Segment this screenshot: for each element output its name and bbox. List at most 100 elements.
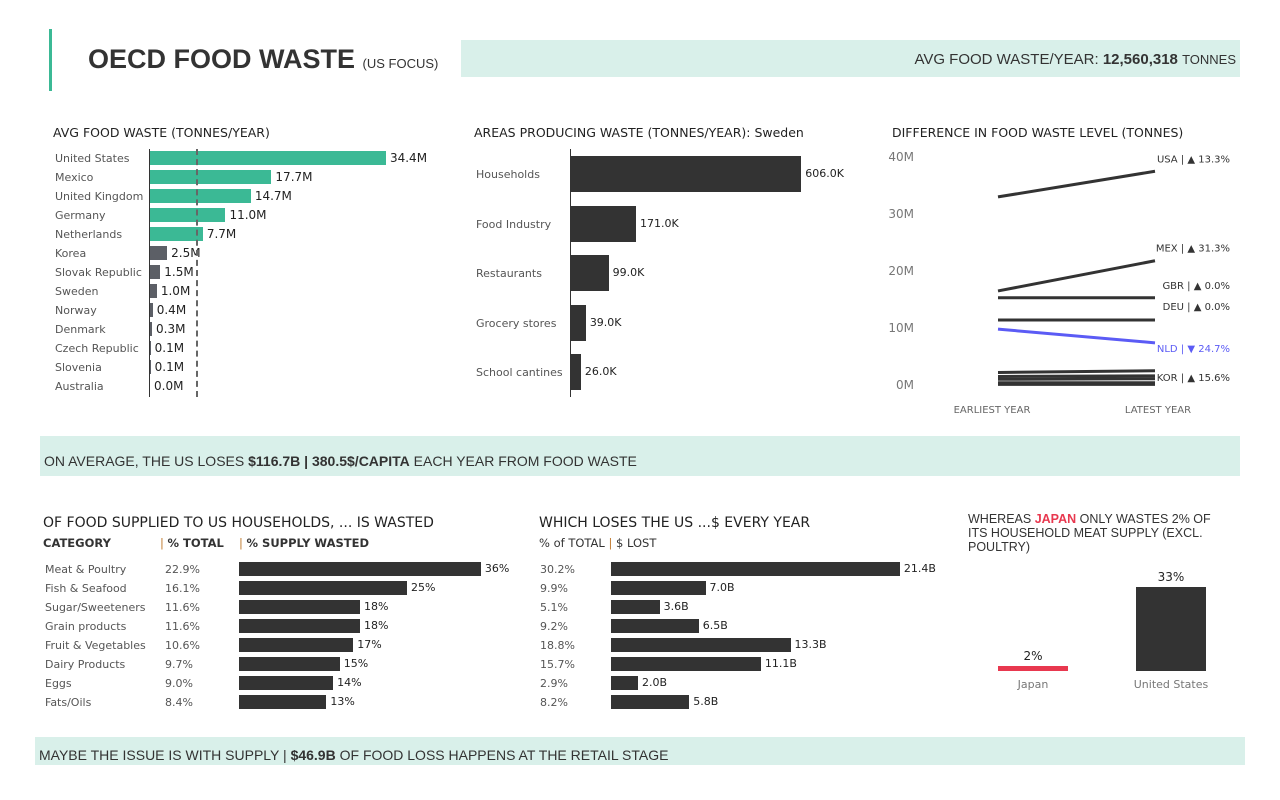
supply-bar <box>239 600 360 614</box>
series-label: USA | ▲ 13.3% <box>1157 154 1230 165</box>
supply-bar <box>239 657 340 671</box>
loss-total: 9.9% <box>540 582 568 595</box>
bar-label: United States <box>1133 678 1209 691</box>
loss-value: 21.4B <box>903 562 936 575</box>
area-label: Food Industry <box>476 217 552 231</box>
country-bar <box>150 227 203 241</box>
loss-bar <box>611 695 690 709</box>
country-bar <box>1136 586 1206 671</box>
country-bar <box>150 151 386 165</box>
x-category-label: EARLIEST YEAR <box>954 405 1031 416</box>
col-total: | % TOTAL <box>160 536 224 550</box>
supply-value: 36% <box>484 562 510 575</box>
loss-bar <box>611 657 761 671</box>
loss-value: 11.1B <box>764 657 797 670</box>
loss-bar <box>611 619 699 633</box>
title-accent-bar <box>49 29 52 91</box>
category-label: Fish & Seafood <box>45 582 127 595</box>
country-label: Germany <box>55 209 106 222</box>
category-total: 16.1% <box>165 582 200 595</box>
country-bar <box>150 360 151 374</box>
supply-bar <box>239 676 334 690</box>
series-label: MEX | ▲ 31.3% <box>1156 244 1230 255</box>
col-lost: $ LOST <box>616 536 657 550</box>
country-value: 0.1M <box>154 341 185 355</box>
page-title: OECD FOOD WASTE (US FOCUS) <box>88 44 438 75</box>
country-label: Netherlands <box>55 228 123 241</box>
area-value: 39.0K <box>589 315 622 329</box>
country-bar <box>150 246 168 260</box>
loss-total: 8.2% <box>540 696 568 709</box>
col-supply-wasted: | % SUPPLY WASTED <box>239 536 369 550</box>
series-line-mex <box>997 259 1156 293</box>
area-label: Households <box>476 168 540 181</box>
avg-waste-title: AVG FOOD WASTE (TONNES/YEAR) <box>53 125 270 140</box>
bar-value: 2% <box>1023 648 1043 663</box>
category-label: Grain products <box>45 620 127 633</box>
loss-value: 7.0B <box>709 581 735 594</box>
loss-bar <box>611 600 660 614</box>
country-value: 17.7M <box>275 170 313 184</box>
title-text: OECD FOOD WASTE <box>88 44 356 74</box>
kpi-value: 12,560,318 <box>1102 51 1178 68</box>
supply-value: 25% <box>411 581 436 594</box>
country-bar <box>150 265 161 279</box>
band1-pre: ON AVERAGE, THE US LOSES <box>44 453 249 469</box>
col-supply-text: % SUPPLY WASTED <box>246 536 369 550</box>
band1-post: EACH YEAR FROM FOOD WASTE <box>409 453 637 469</box>
loss-title: WHICH LOSES THE US ...$ EVERY YEAR <box>539 515 811 531</box>
series-label: KOR | ▲ 15.6% <box>1157 373 1230 384</box>
country-label: Mexico <box>55 171 94 184</box>
country-value: 7.7M <box>206 227 237 241</box>
band1-total: $116.7B <box>248 453 301 469</box>
areas-title: AREAS PRODUCING WASTE (TONNES/YEAR): Swe… <box>474 125 804 140</box>
supply-bar <box>239 581 407 595</box>
category-total: 8.4% <box>165 696 193 709</box>
loss-total: 15.7% <box>540 658 575 671</box>
bar-label: Japan <box>1017 678 1049 691</box>
band2-value: $46.9B <box>290 747 336 763</box>
col-total-text: % TOTAL <box>167 536 224 550</box>
avg-axis <box>149 149 150 397</box>
loss-value: 3.6B <box>663 600 689 613</box>
country-value: 34.4M <box>389 151 428 165</box>
band2-pre: MAYBE THE ISSUE IS WITH SUPPLY | <box>39 747 291 763</box>
country-value: 0.1M <box>154 360 185 374</box>
country-label: United States <box>55 152 130 165</box>
y-tick-label: 10M <box>888 321 914 335</box>
bar-value: 33% <box>1157 569 1185 584</box>
y-tick-label: 20M <box>888 264 914 278</box>
loss-value: 13.3B <box>794 638 827 651</box>
loss-total: 30.2% <box>540 563 575 576</box>
area-value: 171.0K <box>639 216 679 230</box>
country-bar <box>150 189 251 203</box>
band1-sep: | <box>300 453 312 469</box>
area-value: 26.0K <box>584 365 617 378</box>
loss-value: 6.5B <box>702 619 728 632</box>
country-value: 2.5M <box>171 246 201 260</box>
country-value: 11.0M <box>229 208 267 222</box>
country-bar <box>150 322 153 336</box>
country-bar <box>150 303 153 317</box>
supply-bar <box>239 695 327 709</box>
area-value: 606.0K <box>805 167 844 180</box>
loss-bar <box>611 581 706 595</box>
area-label: Grocery stores <box>476 316 557 330</box>
y-tick-label: 0M <box>896 378 914 392</box>
category-label: Meat & Poultry <box>45 563 127 576</box>
loss-total: 2.9% <box>540 677 568 690</box>
kpi-band: AVG FOOD WASTE/YEAR: 12,560,318 TONNES <box>461 40 1240 77</box>
loss-total: 18.8% <box>540 639 575 652</box>
country-bar <box>998 665 1068 671</box>
supply-bar <box>239 638 354 652</box>
diff-title: DIFFERENCE IN FOOD WASTE LEVEL (TONNES) <box>892 125 1184 140</box>
country-value: 1.5M <box>164 265 194 279</box>
country-value: 14.7M <box>254 189 292 203</box>
country-label: Norway <box>55 304 97 317</box>
category-label: Eggs <box>45 677 72 690</box>
supply-title: OF FOOD SUPPLIED TO US HOUSEHOLDS, ... I… <box>43 515 434 531</box>
supply-bar <box>239 562 481 576</box>
areas-axis <box>570 149 571 397</box>
series-label: DEU | ▲ 0.0% <box>1163 302 1230 313</box>
series-label: NLD | ▼ 24.7% <box>1157 344 1230 355</box>
